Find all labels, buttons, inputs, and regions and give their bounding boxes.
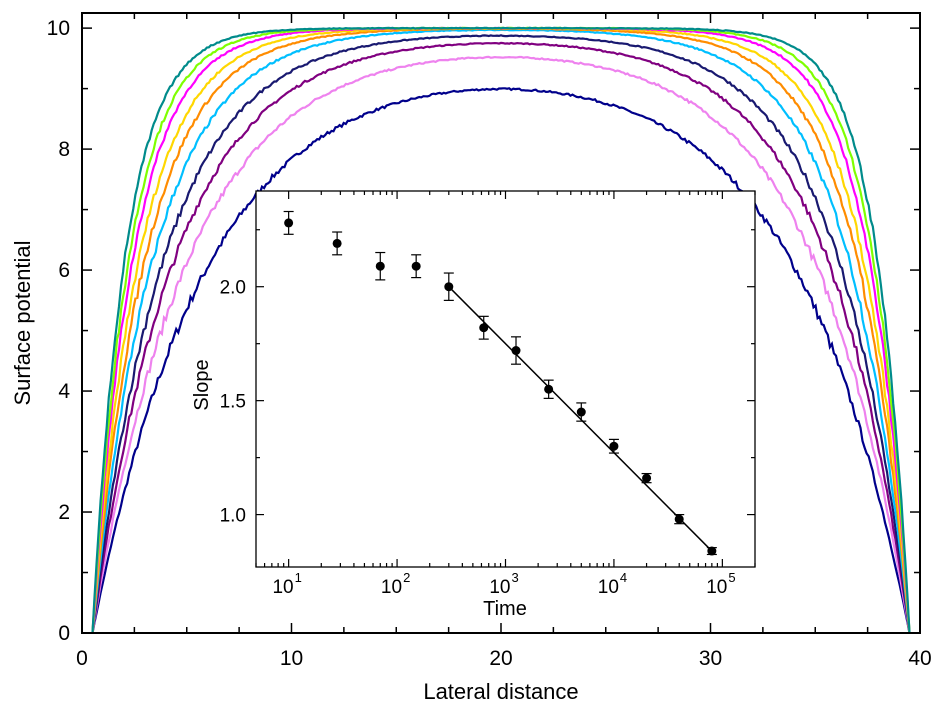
inset-data-point	[375, 261, 385, 271]
main-y-tick-label: 0	[58, 622, 70, 645]
main-y-tick-label: 2	[58, 501, 70, 524]
inset-data-point	[544, 384, 554, 394]
inset-x-tick-label-exponent: 4	[620, 570, 627, 585]
main-plot: 0 10 20 30 40 0 2 4 6 8 10 Lateral distance Surfa…	[10, 12, 932, 704]
inset-x-ticks: 10 1 10 2 10 3 10 4 10 5	[255, 191, 756, 598]
main-x-tick-label: 0	[76, 647, 88, 670]
inset-y-axis-label: Slope	[191, 359, 213, 410]
inset-marks	[283, 210, 717, 556]
inset-data-point	[674, 514, 684, 524]
inset-data-point	[444, 282, 454, 292]
inset-x-tick-label-exponent: 3	[512, 570, 519, 585]
inset-x-tick-label-base: 10	[598, 577, 619, 598]
main-y-ticks: 0 2 4 6 8 10	[47, 17, 920, 645]
inset-x-tick-label-exponent: 5	[728, 570, 735, 585]
inset-data-point	[609, 441, 619, 451]
inset-plot: 10 1 10 2 10 3 10 4 10 5 1.01.52.0 Time Slope	[191, 190, 756, 620]
surface-potential-curve-10	[91, 26, 911, 634]
inset-x-tick-label-base: 10	[489, 577, 510, 598]
inset-y-tick-label: 1.0	[220, 506, 246, 527]
inset-x-tick-label-exponent: 1	[295, 570, 302, 585]
surface-potential-curve-1	[91, 87, 911, 634]
inset-fit-line	[448, 286, 713, 552]
inset-data-point	[479, 323, 489, 333]
inset-data-point	[707, 546, 717, 556]
inset-data-point	[332, 238, 342, 248]
inset-x-tick-label-exponent: 2	[403, 570, 410, 585]
inset-background	[256, 191, 755, 567]
surface-potential-curve-2	[91, 55, 911, 634]
main-x-axis-label: Lateral distance	[423, 679, 578, 704]
inset-data-point	[511, 346, 521, 356]
inset-y-ticks: 1.0 1.5 2.0	[220, 229, 755, 527]
inset-y-tick-label: 2.0	[220, 278, 246, 299]
main-x-tick-label: 20	[489, 647, 512, 670]
main-y-axis-label: Surface potential	[10, 240, 35, 405]
inset-x-tick-label-base: 10	[381, 577, 402, 598]
inset-data-point	[576, 407, 586, 417]
inset-x-axis-label: Time	[483, 598, 527, 620]
inset-y-tick-label: 1.5	[220, 392, 246, 413]
main-x-tick-label: 40	[908, 647, 931, 670]
inset-data-point	[411, 261, 421, 271]
main-x-tick-label: 30	[699, 647, 722, 670]
inset-data-point	[642, 473, 652, 483]
inset-data-point	[284, 218, 294, 228]
main-y-tick-label: 6	[58, 259, 70, 282]
main-y-tick-label: 10	[47, 17, 70, 40]
inset-x-tick-label-base: 10	[272, 577, 293, 598]
main-x-ticks: 0 10 20 30 40	[76, 13, 932, 670]
main-curves	[91, 26, 911, 634]
main-y-tick-label: 4	[58, 380, 70, 403]
surface-potential-curve-3	[91, 41, 911, 634]
surface-potential-curve-4	[91, 34, 911, 634]
main-y-tick-label: 8	[58, 138, 70, 161]
main-x-tick-label: 10	[280, 647, 303, 670]
inset-x-tick-label-base: 10	[706, 577, 727, 598]
